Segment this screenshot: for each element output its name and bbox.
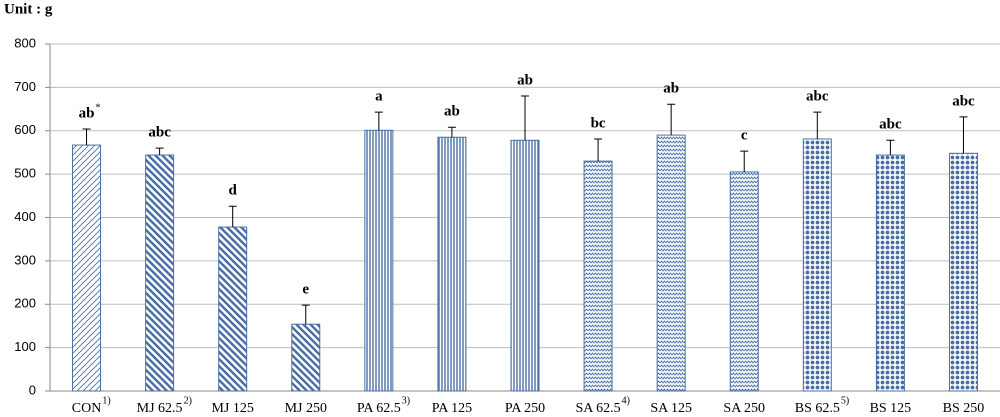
significance-label: bc: [591, 115, 606, 131]
category-note: 3): [402, 395, 410, 406]
significance-label: d: [229, 183, 238, 199]
significance-note: *: [95, 102, 100, 113]
error-bar: [374, 111, 383, 131]
significance-label: abc: [806, 89, 829, 105]
category-note: 4): [622, 395, 630, 406]
error-bar: [959, 116, 968, 154]
significance-label: abc: [952, 93, 975, 109]
x-tick-label: CON: [72, 401, 102, 416]
category-note: 2): [184, 395, 192, 406]
y-tick-label: 200: [14, 296, 36, 311]
bar: [729, 171, 759, 392]
error-bar: [886, 139, 895, 156]
x-tick-label: BS 125: [870, 401, 912, 416]
x-tick-label: MJ 250: [285, 401, 327, 416]
x-tick-label: MJ 62.5: [137, 401, 183, 416]
significance-label: ab: [517, 72, 533, 88]
y-tick-label: 0: [29, 382, 36, 397]
x-tick-label: SA 62.5: [576, 401, 621, 416]
error-bar: [740, 150, 749, 172]
x-tick-label: MJ 125: [211, 401, 253, 416]
bar: [510, 139, 540, 392]
bar: [583, 160, 613, 392]
bar: [802, 138, 832, 392]
error-bar: [667, 103, 676, 136]
error-bar: [228, 205, 237, 228]
y-tick-label: 300: [14, 252, 36, 267]
significance-label: ab: [79, 105, 95, 121]
y-tick-label: 700: [14, 79, 36, 94]
y-tick-label: 800: [14, 35, 36, 50]
error-bar: [301, 304, 310, 325]
x-tick-label: SA 250: [723, 401, 765, 416]
x-tick-label: SA 125: [650, 401, 692, 416]
category-note: 5): [841, 395, 849, 406]
bar: [875, 154, 905, 392]
significance-label: abc: [148, 125, 171, 141]
bar: [291, 323, 321, 392]
error-bar: [594, 138, 603, 162]
significance-label: ab: [663, 81, 679, 97]
significance-label: c: [741, 128, 748, 144]
significance-label: abc: [879, 117, 902, 133]
y-tick-label: 500: [14, 166, 36, 181]
bar: [948, 152, 978, 392]
error-bar: [447, 126, 456, 138]
x-tick-label: BS 250: [943, 401, 985, 416]
x-tick-label: PA 62.5: [357, 401, 401, 416]
error-bar: [155, 147, 164, 156]
x-tick-label: PA 125: [432, 401, 472, 416]
category-note: 1): [102, 395, 110, 406]
error-bar: [813, 111, 822, 139]
bar: [364, 129, 394, 392]
y-tick-label: 400: [14, 209, 36, 224]
error-bar: [521, 95, 529, 141]
significance-label: e: [302, 282, 309, 298]
bar: [72, 144, 102, 392]
bar: [145, 154, 175, 392]
significance-label: ab: [444, 104, 460, 120]
bar: [218, 226, 248, 392]
error-bar: [82, 128, 91, 146]
bar: [437, 136, 467, 392]
x-tick-label: BS 62.5: [795, 401, 840, 416]
x-tick-label: PA 250: [505, 401, 545, 416]
y-tick-label: 100: [14, 339, 36, 354]
bar: [656, 134, 686, 392]
y-tick-label: 600: [14, 122, 36, 137]
significance-label: a: [375, 89, 383, 105]
y-axis-label: Unit : g: [4, 1, 53, 17]
